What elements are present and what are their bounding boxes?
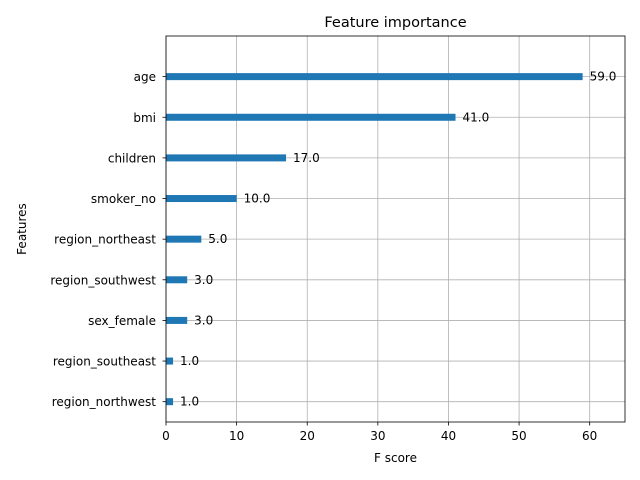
y-tick-label: sex_female	[88, 314, 156, 328]
x-tick-label: 30	[370, 429, 385, 443]
chart-title: Feature importance	[324, 15, 466, 31]
x-tick-label: 50	[511, 429, 526, 443]
data-label: 1.0	[180, 354, 199, 368]
data-label: 59.0	[590, 70, 617, 84]
y-tick-label: bmi	[133, 111, 156, 125]
y-tick-label: region_southwest	[50, 273, 156, 287]
bar-sex-female	[166, 316, 188, 324]
data-label: 1.0	[180, 395, 199, 409]
x-axis-label: F score	[374, 451, 417, 465]
bars	[166, 73, 583, 406]
bar-age	[166, 73, 583, 81]
x-tick-label: 20	[300, 429, 315, 443]
plot-frame	[165, 35, 626, 423]
data-label: 5.0	[208, 232, 227, 246]
bar-region-southwest	[166, 276, 188, 284]
y-tick-label: region_northeast	[54, 233, 156, 247]
bar-bmi	[166, 113, 456, 121]
data-label: 17.0	[293, 151, 320, 165]
data-labels: 59.0 41.0 17.0 10.0 5.0 3.0 3.0 1.0 1.0	[180, 70, 616, 409]
bar-children	[166, 154, 287, 162]
data-label: 41.0	[463, 110, 490, 124]
y-tick-label: children	[108, 151, 156, 165]
y-axis-ticks: age bmi children smoker_no region_northeastr…	[50, 70, 166, 409]
y-tick-label: smoker_no	[91, 192, 156, 206]
y-tick-label: age	[134, 70, 156, 84]
data-label: 3.0	[194, 273, 213, 287]
x-tick-label: 10	[229, 429, 244, 443]
x-tick-label: 40	[441, 429, 456, 443]
bar-region-northwest	[166, 398, 174, 406]
data-label: 10.0	[244, 192, 271, 206]
y-axis-label: Features	[15, 203, 29, 255]
data-label: 3.0	[194, 313, 213, 327]
x-tick-label: 60	[582, 429, 597, 443]
y-tick-label: region_southeast	[53, 355, 156, 369]
bar-smoker-no	[166, 195, 237, 203]
x-axis-ticks: 0 10 20 30 40 50 60	[162, 422, 597, 443]
bar-region-northeast	[166, 235, 202, 243]
x-tick-label: 0	[162, 429, 170, 443]
y-tick-label: region_northwest	[52, 395, 157, 409]
bar-region-southeast	[166, 357, 174, 365]
